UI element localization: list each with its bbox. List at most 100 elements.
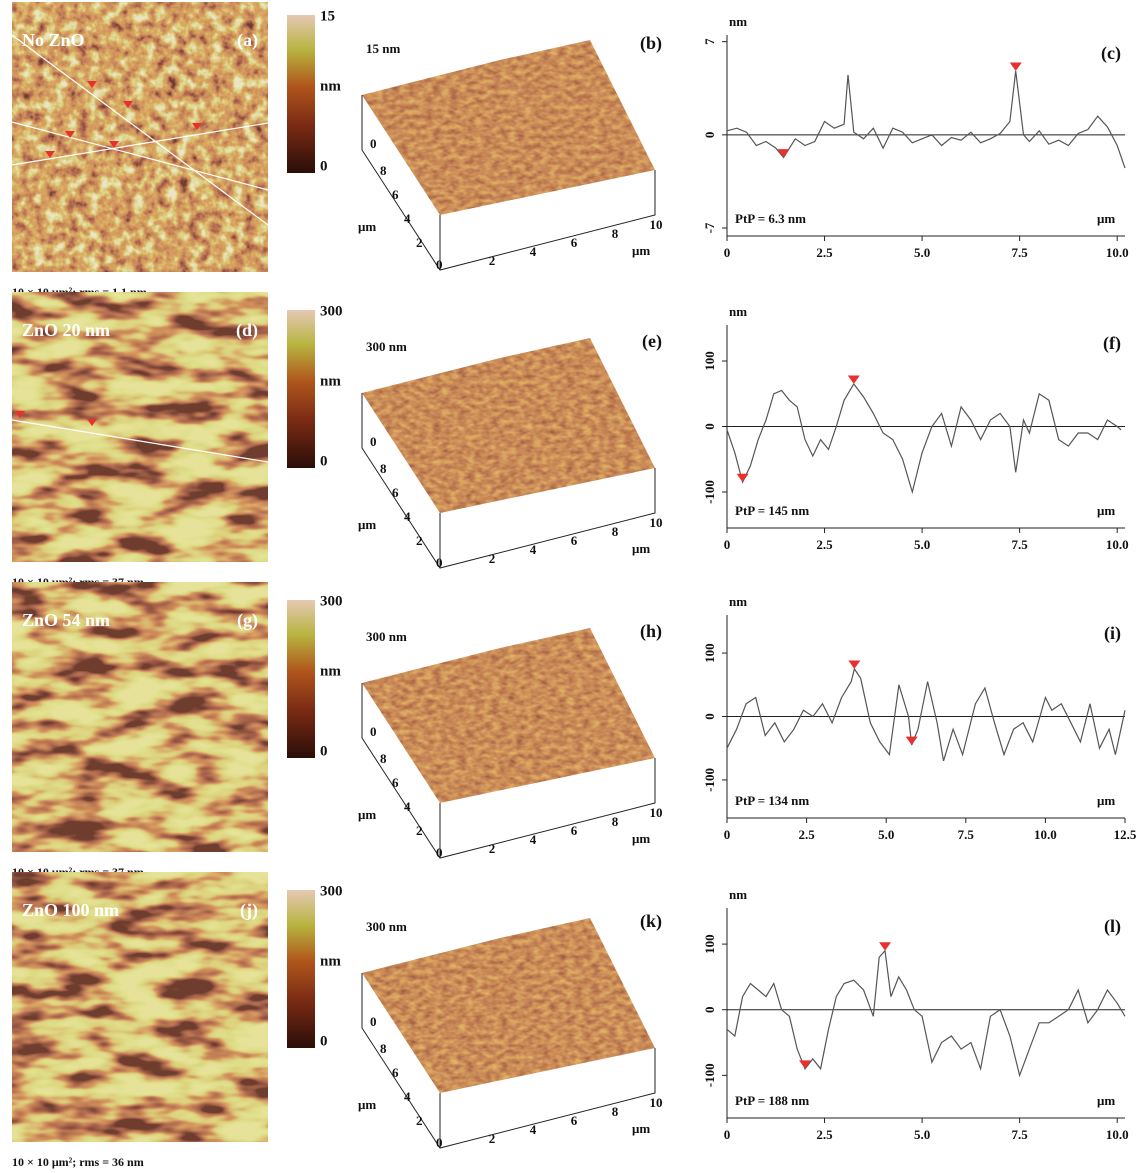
profile-line: [11, 419, 269, 463]
image-label: ZnO 54 nm: [22, 610, 110, 630]
surface: [362, 628, 655, 803]
profile-line: [11, 122, 269, 166]
x-tick-label: 2: [489, 841, 496, 856]
panel-label: (a): [237, 30, 258, 51]
y-axis-label: nm: [729, 887, 747, 902]
x-tick-label: 0: [724, 245, 731, 260]
x-axis-unit: μm: [632, 831, 650, 846]
image-label: No ZnO: [22, 30, 85, 50]
colorbar-min: 0: [320, 158, 328, 174]
cursor-marker: [15, 411, 25, 418]
cursor-marker: [879, 942, 892, 951]
colorbar-max: 300: [320, 593, 343, 609]
x-tick-label: 5.0: [878, 827, 894, 842]
x-axis-label: μm: [1097, 793, 1115, 808]
x-tick-label: 4: [530, 244, 537, 259]
x-tick-label: 2.5: [816, 1127, 833, 1142]
y-axis-unit: μm: [358, 1097, 376, 1112]
y-tick-label: 6: [392, 775, 399, 790]
x-tick-label: 6: [571, 235, 578, 250]
y-tick-label: 0: [702, 423, 717, 430]
panel-label: (j): [240, 900, 258, 921]
x-tick-label: 0: [724, 827, 731, 842]
panel-label: (c): [1101, 43, 1121, 64]
colorbar-min: 0: [320, 453, 328, 469]
colorbar-max: 300: [320, 883, 343, 899]
afm-image: [12, 872, 268, 1142]
colorbar-unit: nm: [320, 78, 341, 94]
colorbar-max: 15: [320, 8, 335, 24]
y-tick-label: 100: [702, 643, 717, 663]
cursor-marker: [87, 81, 97, 88]
surface: [362, 40, 655, 215]
y-tick-label: 8: [380, 751, 387, 766]
y-tick-label: 8: [380, 163, 387, 178]
y-tick-label: 4: [404, 799, 411, 814]
cursor-marker: [777, 149, 790, 158]
x-tick-label: 5.0: [914, 245, 930, 260]
z-axis-min: 0: [370, 434, 377, 449]
colorbar: [287, 15, 315, 173]
x-tick-label: 10: [650, 515, 663, 530]
cursor-marker: [109, 141, 119, 148]
x-tick-label: 4: [530, 1122, 537, 1137]
x-tick-label: 12.5: [1114, 827, 1137, 842]
y-tick-label: 6: [392, 187, 399, 202]
x-tick-label: 7.5: [1012, 1127, 1029, 1142]
y-axis-label: nm: [729, 14, 747, 29]
x-tick-label: 2: [489, 1131, 496, 1146]
x-tick-label: 6: [571, 1113, 578, 1128]
x-axis-label: μm: [1097, 211, 1115, 226]
x-tick-label: 8: [612, 814, 619, 829]
x-tick-label: 10.0: [1106, 245, 1129, 260]
y-tick-label: -100: [702, 768, 717, 792]
origin-label: 0: [436, 845, 443, 860]
x-tick-label: 8: [612, 226, 619, 241]
x-tick-label: 5.0: [914, 1127, 930, 1142]
z-axis-min: 0: [370, 136, 377, 151]
x-axis-label: μm: [1097, 503, 1115, 518]
panel-label: (g): [237, 610, 258, 631]
z-axis-label: 300 nm: [366, 339, 407, 354]
y-tick-label: -100: [702, 480, 717, 504]
colorbar-unit: nm: [320, 663, 341, 679]
origin-label: 0: [436, 1135, 443, 1150]
y-tick-label: 0: [702, 1006, 717, 1013]
y-tick-label: 2: [416, 235, 423, 250]
afm-image: [12, 582, 268, 852]
panel-label: (k): [640, 911, 662, 932]
y-tick-label: -7: [702, 222, 717, 233]
x-tick-label: 8: [612, 524, 619, 539]
colorbar: [287, 890, 315, 1048]
z-axis-label: 15 nm: [366, 41, 400, 56]
profile-line: [11, 121, 269, 191]
x-tick-label: 10.0: [1106, 537, 1129, 552]
x-axis-unit: μm: [632, 1121, 650, 1136]
colorbar-max: 300: [320, 303, 343, 319]
image-label: ZnO 20 nm: [22, 320, 110, 340]
y-tick-label: 100: [702, 934, 717, 954]
y-tick-label: 6: [392, 485, 399, 500]
y-tick-label: 2: [416, 533, 423, 548]
y-axis-unit: μm: [358, 807, 376, 822]
annotation: PtP = 188 nm: [735, 1093, 809, 1108]
x-tick-label: 7.5: [1012, 537, 1029, 552]
x-tick-label: 4: [530, 832, 537, 847]
profile-line: [11, 34, 269, 226]
origin-label: 0: [436, 257, 443, 272]
colorbar-unit: nm: [320, 953, 341, 969]
cursor-marker: [1009, 62, 1022, 71]
z-axis-min: 0: [370, 1014, 377, 1029]
y-tick-label: 4: [404, 509, 411, 524]
cursor-marker: [87, 419, 97, 426]
x-tick-label: 2: [489, 551, 496, 566]
y-tick-label: 8: [380, 461, 387, 476]
x-tick-label: 2.5: [798, 827, 815, 842]
y-tick-label: 4: [404, 211, 411, 226]
x-tick-label: 0: [724, 1127, 731, 1142]
x-tick-label: 7.5: [1012, 245, 1029, 260]
panel-label: (b): [640, 33, 662, 54]
cursor-marker: [736, 473, 749, 483]
x-tick-label: 2.5: [816, 537, 833, 552]
x-tick-label: 2.5: [816, 245, 833, 260]
